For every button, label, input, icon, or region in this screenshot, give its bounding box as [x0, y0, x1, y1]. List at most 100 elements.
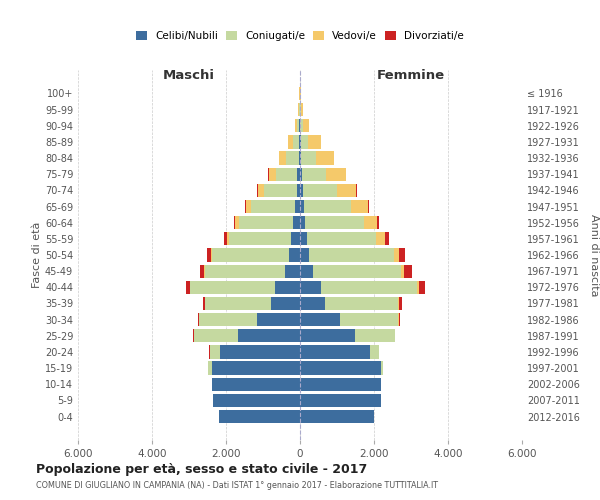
Text: Popolazione per età, sesso e stato civile - 2017: Popolazione per età, sesso e stato civil…: [36, 462, 367, 475]
Bar: [300, 362, 380, 374]
Bar: [286, 152, 299, 164]
Bar: [307, 232, 376, 245]
Bar: [300, 394, 380, 407]
Bar: [368, 200, 370, 213]
Bar: [212, 362, 300, 374]
Bar: [200, 264, 203, 278]
Bar: [239, 216, 293, 230]
Bar: [257, 313, 300, 326]
Bar: [238, 329, 300, 342]
Bar: [417, 280, 419, 294]
Bar: [303, 184, 337, 197]
Bar: [198, 313, 199, 326]
Bar: [300, 410, 374, 423]
Bar: [289, 136, 293, 148]
Bar: [300, 184, 303, 197]
Bar: [269, 168, 276, 181]
Bar: [400, 297, 403, 310]
Bar: [300, 103, 301, 116]
Bar: [295, 119, 297, 132]
Bar: [298, 103, 299, 116]
Bar: [325, 297, 398, 310]
Bar: [304, 200, 352, 213]
Bar: [316, 152, 334, 164]
Bar: [305, 216, 364, 230]
Y-axis label: Fasce di età: Fasce di età: [32, 222, 42, 288]
Bar: [300, 264, 313, 278]
Bar: [370, 346, 379, 358]
Bar: [364, 216, 377, 230]
Bar: [401, 264, 404, 278]
Bar: [326, 168, 346, 181]
Bar: [301, 119, 303, 132]
Bar: [300, 248, 309, 262]
Bar: [276, 168, 298, 181]
Bar: [229, 232, 291, 245]
Bar: [309, 248, 394, 262]
Bar: [376, 232, 385, 245]
Bar: [207, 248, 211, 262]
Bar: [246, 200, 251, 213]
Bar: [289, 248, 300, 262]
Bar: [299, 103, 300, 116]
Bar: [377, 216, 379, 230]
Bar: [224, 232, 227, 245]
Bar: [203, 297, 205, 310]
Bar: [301, 103, 303, 116]
Bar: [300, 168, 302, 181]
Bar: [300, 297, 325, 310]
Bar: [299, 136, 300, 148]
Bar: [398, 297, 400, 310]
Bar: [210, 346, 220, 358]
Bar: [296, 184, 300, 197]
Bar: [220, 346, 300, 358]
Bar: [300, 378, 380, 391]
Y-axis label: Anni di nascita: Anni di nascita: [589, 214, 599, 296]
Bar: [419, 280, 425, 294]
Bar: [291, 232, 300, 245]
Bar: [212, 248, 289, 262]
Bar: [205, 297, 271, 310]
Bar: [285, 264, 300, 278]
Bar: [293, 216, 300, 230]
Bar: [203, 264, 205, 278]
Bar: [300, 329, 355, 342]
Bar: [300, 136, 301, 148]
Bar: [299, 152, 300, 164]
Bar: [300, 346, 370, 358]
Bar: [399, 248, 404, 262]
Bar: [308, 136, 321, 148]
Bar: [356, 184, 357, 197]
Bar: [208, 362, 212, 374]
Bar: [352, 200, 368, 213]
Bar: [385, 232, 389, 245]
Bar: [300, 313, 340, 326]
Bar: [355, 329, 395, 342]
Bar: [213, 394, 300, 407]
Bar: [340, 313, 398, 326]
Bar: [275, 280, 300, 294]
Bar: [300, 280, 322, 294]
Bar: [337, 184, 356, 197]
Bar: [233, 216, 235, 230]
Bar: [194, 329, 238, 342]
Bar: [264, 184, 296, 197]
Bar: [300, 152, 301, 164]
Bar: [394, 248, 399, 262]
Bar: [300, 232, 307, 245]
Bar: [298, 168, 300, 181]
Bar: [279, 152, 286, 164]
Bar: [313, 264, 401, 278]
Bar: [297, 119, 299, 132]
Bar: [380, 362, 383, 374]
Bar: [190, 280, 275, 294]
Bar: [218, 410, 300, 423]
Bar: [245, 200, 246, 213]
Bar: [295, 200, 300, 213]
Bar: [212, 378, 300, 391]
Text: Maschi: Maschi: [163, 69, 215, 82]
Bar: [211, 248, 212, 262]
Legend: Celibi/Nubili, Coniugati/e, Vedovi/e, Divorziati/e: Celibi/Nubili, Coniugati/e, Vedovi/e, Di…: [136, 31, 464, 41]
Bar: [301, 152, 316, 164]
Bar: [303, 119, 309, 132]
